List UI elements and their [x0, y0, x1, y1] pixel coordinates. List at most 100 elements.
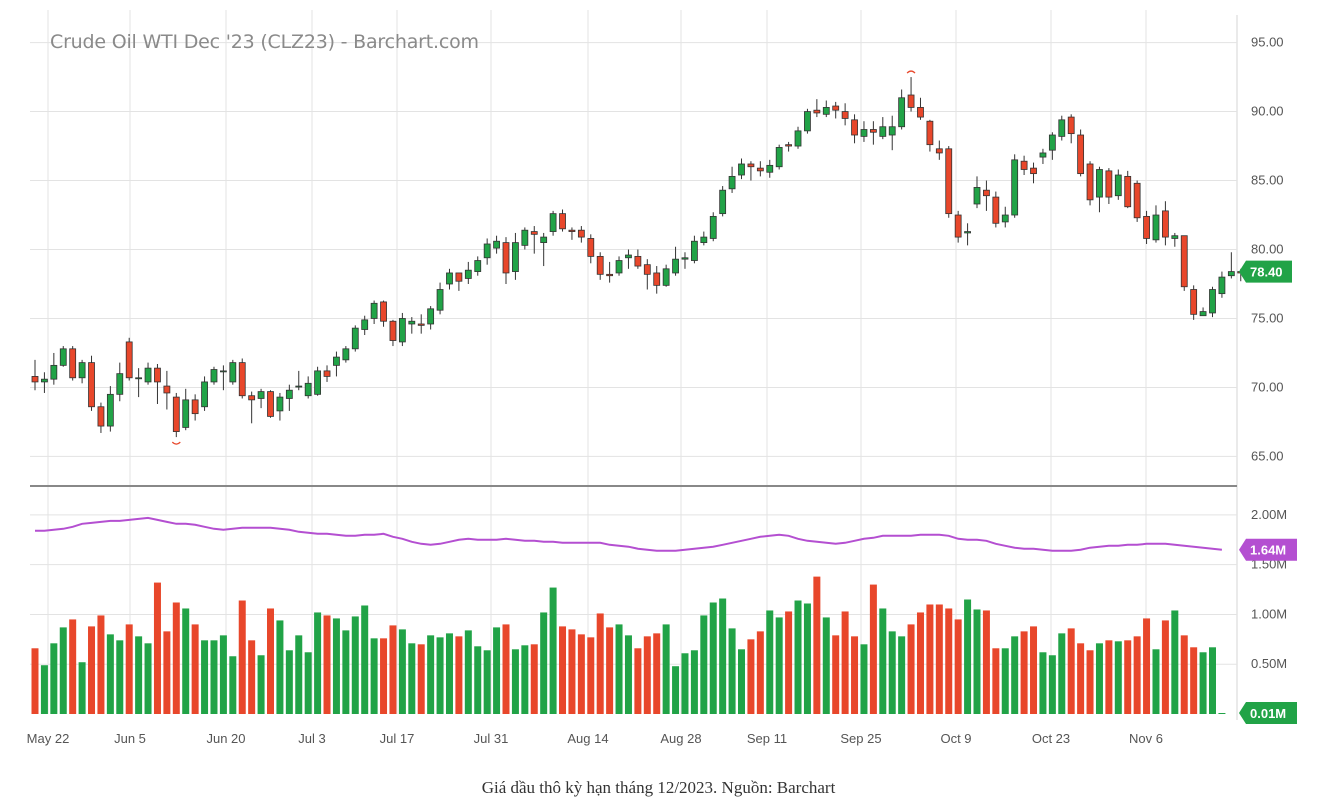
volume-bar — [719, 598, 727, 714]
candle — [521, 227, 529, 250]
volume-bar — [361, 605, 369, 714]
candle-body — [267, 391, 274, 417]
volume-bar — [210, 640, 218, 714]
volume-bar — [1039, 652, 1047, 714]
candle-body — [163, 385, 171, 394]
candle — [983, 180, 990, 211]
candle-body — [446, 272, 453, 285]
volume-bar — [587, 637, 595, 714]
volume-bar — [1143, 618, 1151, 714]
volume-bar — [747, 639, 755, 714]
volume-bar — [851, 636, 859, 714]
x-tick-label: Jul 31 — [474, 731, 509, 746]
volume-bar — [40, 665, 48, 714]
candle-body — [794, 130, 802, 147]
candle — [625, 249, 632, 269]
candle — [304, 376, 312, 399]
candle-body — [389, 320, 397, 341]
candle — [738, 158, 745, 180]
candle-body — [172, 396, 180, 432]
volume-last-badge — [1239, 702, 1297, 725]
volume-bar — [1152, 649, 1160, 714]
chart-area: 95.00 90.00 85.00 80.00 75.00 70.00 65.00 2.00M… — [27, 10, 1297, 746]
candle — [116, 362, 124, 402]
volume-bar — [323, 615, 331, 714]
volume-bar — [50, 643, 58, 714]
volume-bar — [822, 617, 830, 714]
candle-body — [766, 164, 774, 173]
candle — [1048, 132, 1056, 160]
candle — [1039, 148, 1047, 164]
candle — [1086, 161, 1094, 206]
volume-bar — [201, 640, 209, 714]
candle — [672, 246, 679, 276]
candle-body — [1171, 235, 1179, 239]
volume-bar — [653, 633, 661, 714]
volume-bar — [1011, 636, 1019, 714]
candle — [869, 121, 877, 145]
candle-body — [869, 129, 877, 133]
volume-bar — [125, 624, 133, 714]
candle — [540, 232, 548, 267]
volume-bar — [549, 587, 557, 714]
candle — [879, 117, 887, 140]
candle-body — [512, 242, 519, 272]
candle-body — [530, 231, 538, 235]
candle — [182, 388, 190, 431]
candle-body — [973, 187, 981, 205]
volume-bar — [370, 638, 378, 714]
candle-body — [361, 319, 369, 330]
candle — [144, 362, 152, 385]
candle-body — [248, 395, 256, 401]
volume-bar — [474, 646, 482, 714]
candle — [568, 227, 576, 240]
candle-body — [907, 94, 915, 108]
candle-body — [1114, 174, 1122, 197]
volume-bar — [1030, 626, 1038, 714]
candle — [530, 226, 538, 254]
candle-body — [257, 391, 265, 399]
candle-body — [69, 348, 77, 379]
candle-body — [1227, 271, 1235, 277]
candle-body — [653, 272, 661, 286]
candle — [766, 159, 774, 178]
candle — [907, 77, 915, 112]
candle — [276, 392, 284, 421]
candle — [1096, 166, 1103, 213]
volume-bar — [907, 624, 915, 714]
candle-body — [568, 229, 576, 232]
volume-bar — [248, 640, 256, 714]
candle-body — [106, 393, 114, 427]
volume-bar — [916, 612, 924, 714]
candle — [41, 372, 48, 393]
candle — [559, 209, 566, 232]
candle-body — [983, 189, 990, 197]
volume-bar — [841, 611, 849, 714]
candle — [78, 359, 86, 384]
candle-body — [1209, 289, 1216, 314]
candle — [634, 249, 642, 269]
candle-body — [1218, 276, 1226, 295]
candle-body — [643, 264, 651, 275]
candle — [596, 252, 604, 280]
volume-bar — [427, 635, 435, 714]
candle — [512, 232, 519, 280]
y-tick-label: 80.00 — [1251, 242, 1284, 257]
volume-bar — [700, 615, 708, 714]
candle — [954, 210, 962, 243]
candle-body — [31, 376, 39, 383]
candle-body — [78, 362, 86, 379]
candle-body — [917, 107, 924, 118]
candle — [719, 186, 727, 217]
low-marker — [171, 441, 181, 445]
candle-body — [1105, 170, 1113, 198]
volume-bar — [766, 610, 774, 714]
candle-body — [832, 105, 840, 111]
candle-body — [1180, 235, 1188, 288]
candle — [643, 259, 651, 290]
candle-body — [719, 189, 727, 215]
volume-bar — [116, 640, 124, 714]
volume-y-tick-label: 0.50M — [1251, 656, 1287, 671]
candle — [210, 366, 218, 385]
x-tick-label: Jun 5 — [114, 731, 146, 746]
